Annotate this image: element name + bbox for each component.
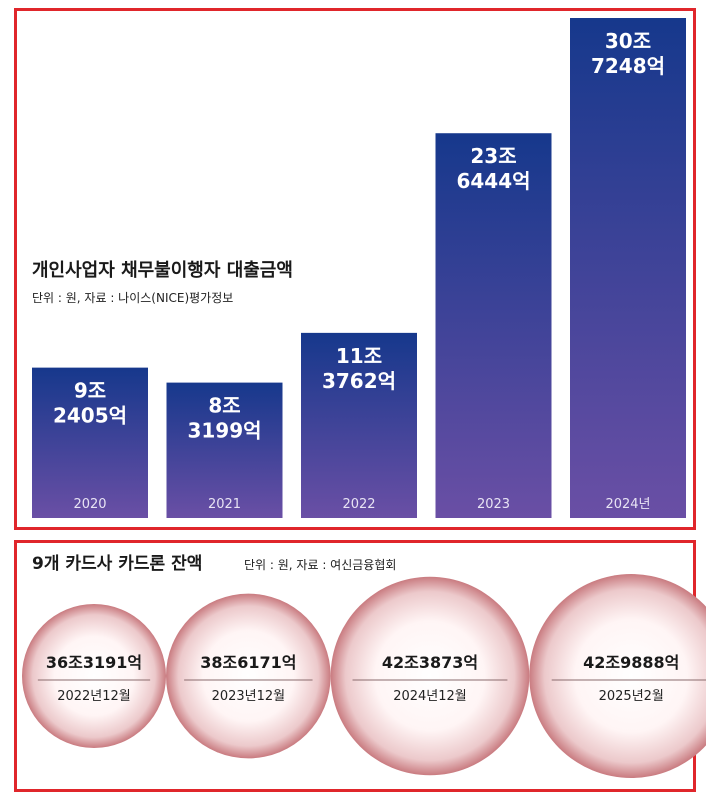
bar-category-label: 2024년: [605, 497, 650, 512]
bubble-date-label: 2023년12월: [212, 689, 286, 704]
bar-2020: [32, 367, 148, 518]
bar-chart-title: 개인사업자 채무불이행자 대출금액: [32, 260, 293, 281]
bar-value-label-line1: 30조: [605, 29, 651, 53]
bar-value-label-line1: 11조: [336, 344, 382, 368]
bar-value-label-line2: 2405억: [53, 404, 127, 428]
bubble-value-label: 42조3873억: [382, 653, 478, 672]
bubble-date-label: 2024년12월: [393, 689, 467, 704]
bubble-date-label: 2022년12월: [57, 689, 131, 704]
bar-category-label: 2022: [342, 497, 375, 512]
bar-value-label-line2: 3199억: [187, 419, 261, 443]
bubble-date-label: 2025년2월: [599, 689, 664, 704]
bubble-2022년12월: [22, 604, 166, 748]
bubble-value-label: 38조6171억: [200, 653, 296, 672]
bubble-value-label: 42조9888억: [583, 653, 679, 672]
bar-value-label-line2: 6444억: [456, 169, 530, 193]
bar-2021: [166, 382, 283, 518]
bar-category-label: 2023: [477, 497, 510, 512]
bar-value-label-line1: 8조: [208, 394, 240, 418]
bar-2022: [301, 332, 417, 518]
bar-category-label: 2020: [73, 497, 106, 512]
bubble-value-label: 36조3191억: [46, 653, 142, 672]
bar-value-label-line2: 7248억: [591, 54, 665, 78]
bubble-chart-title: 9개 카드사 카드론 잔액: [32, 554, 202, 574]
bubble-chart-subtitle: 단위 : 원, 자료 : 여신금융협회: [244, 558, 396, 572]
bar-chart-subtitle: 단위 : 원, 자료 : 나이스(NICE)평가정보: [32, 291, 233, 305]
bar-2024년: [570, 18, 686, 518]
bar-category-label: 2021: [208, 497, 241, 512]
bubble-2024년12월: [330, 576, 530, 776]
bar-value-label-line2: 3762억: [322, 369, 396, 393]
bar-2023: [435, 133, 552, 518]
bar-value-label-line1: 9조: [74, 379, 106, 403]
bubble-2025년2월: [529, 574, 706, 778]
bubble-2023년12월: [166, 593, 331, 759]
bar-value-label-line1: 23조: [470, 144, 516, 168]
